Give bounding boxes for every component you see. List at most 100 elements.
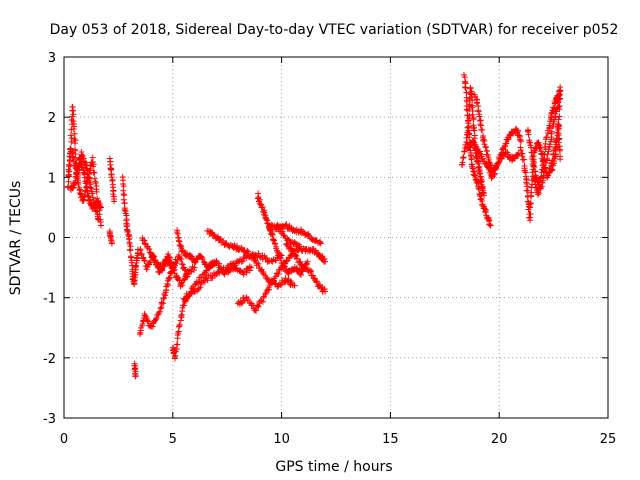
data-point <box>153 315 160 322</box>
data-point <box>108 174 115 181</box>
data-point <box>80 196 87 203</box>
data-point <box>546 122 553 129</box>
data-point <box>254 303 261 310</box>
data-point <box>322 288 329 295</box>
y-tick-label: -2 <box>43 352 56 367</box>
data-point <box>127 254 134 261</box>
data-point <box>172 352 179 359</box>
data-point <box>478 151 485 158</box>
data-point <box>70 111 77 118</box>
data-point <box>238 245 244 252</box>
data-point <box>517 147 524 154</box>
data-point <box>521 156 528 163</box>
data-point <box>94 215 101 222</box>
data-point <box>109 177 116 184</box>
data-point <box>556 147 563 154</box>
data-point <box>304 258 311 265</box>
data-point <box>550 158 557 165</box>
data-point <box>480 136 487 143</box>
data-point <box>476 163 483 170</box>
data-point <box>548 110 555 117</box>
data-point <box>174 341 181 348</box>
data-point <box>531 163 538 170</box>
data-point <box>556 135 563 142</box>
data-point <box>177 242 184 249</box>
data-point <box>70 126 77 133</box>
data-point <box>526 139 533 146</box>
data-point <box>165 275 172 282</box>
data-point <box>296 243 303 250</box>
data-point <box>207 263 214 270</box>
data-point <box>181 302 188 309</box>
data-point <box>245 248 252 255</box>
data-point <box>526 214 533 221</box>
data-point <box>139 321 146 328</box>
data-point <box>532 168 539 175</box>
data-point <box>71 130 78 137</box>
data-point <box>90 163 97 170</box>
axis-ticks: 0 5 10 15 20 25 -3 -2 -1 0 1 2 3 <box>43 51 616 447</box>
data-point <box>472 93 479 100</box>
data-point <box>479 127 486 134</box>
x-tick-label: 5 <box>169 432 177 447</box>
data-point <box>466 134 473 141</box>
data-point <box>194 256 201 263</box>
data-point <box>536 178 543 185</box>
data-point <box>79 164 86 171</box>
data-point <box>160 295 167 302</box>
data-point <box>297 258 304 265</box>
data-point <box>557 87 564 94</box>
data-point <box>276 223 283 230</box>
data-point <box>476 113 483 120</box>
data-point <box>275 249 282 256</box>
data-point <box>538 169 545 176</box>
data-point <box>556 113 563 120</box>
data-point <box>71 140 78 147</box>
data-point <box>226 264 233 271</box>
data-point <box>158 299 165 306</box>
x-tick-label: 10 <box>273 432 290 447</box>
data-point <box>222 267 229 274</box>
data-point <box>470 138 477 145</box>
data-point <box>555 136 562 143</box>
data-point <box>471 127 478 134</box>
data-point <box>133 255 140 262</box>
data-point <box>91 175 98 182</box>
data-point <box>262 291 269 298</box>
data-point <box>314 278 321 285</box>
data-point <box>144 318 151 325</box>
data-point <box>544 155 551 162</box>
data-point <box>111 198 118 205</box>
data-point <box>191 288 198 295</box>
data-point <box>557 95 564 102</box>
data-point <box>528 149 535 156</box>
data-point <box>263 254 270 261</box>
data-point <box>81 174 88 181</box>
data-point <box>179 282 186 289</box>
data-point <box>535 190 542 197</box>
data-point <box>514 151 521 158</box>
data-point <box>550 104 557 111</box>
data-point <box>307 268 314 275</box>
data-point <box>317 240 324 247</box>
data-point <box>155 310 162 317</box>
data-point <box>248 264 255 271</box>
data-point <box>469 111 476 118</box>
data-point <box>283 258 290 265</box>
data-point <box>277 255 284 262</box>
data-point <box>529 155 536 162</box>
data-point <box>467 84 474 91</box>
data-point <box>166 274 173 281</box>
data-point <box>175 252 182 259</box>
chart-title: Day 053 of 2018, Sidereal Day-to-day VTE… <box>50 22 619 38</box>
data-point <box>185 270 192 277</box>
data-point <box>68 135 75 142</box>
data-point <box>517 138 524 145</box>
data-point <box>310 272 317 279</box>
data-point <box>321 255 328 262</box>
data-point <box>491 170 498 177</box>
data-point <box>70 155 77 162</box>
data-point <box>517 144 524 151</box>
x-axis-label: GPS time / hours <box>275 459 392 475</box>
data-point <box>93 188 100 195</box>
